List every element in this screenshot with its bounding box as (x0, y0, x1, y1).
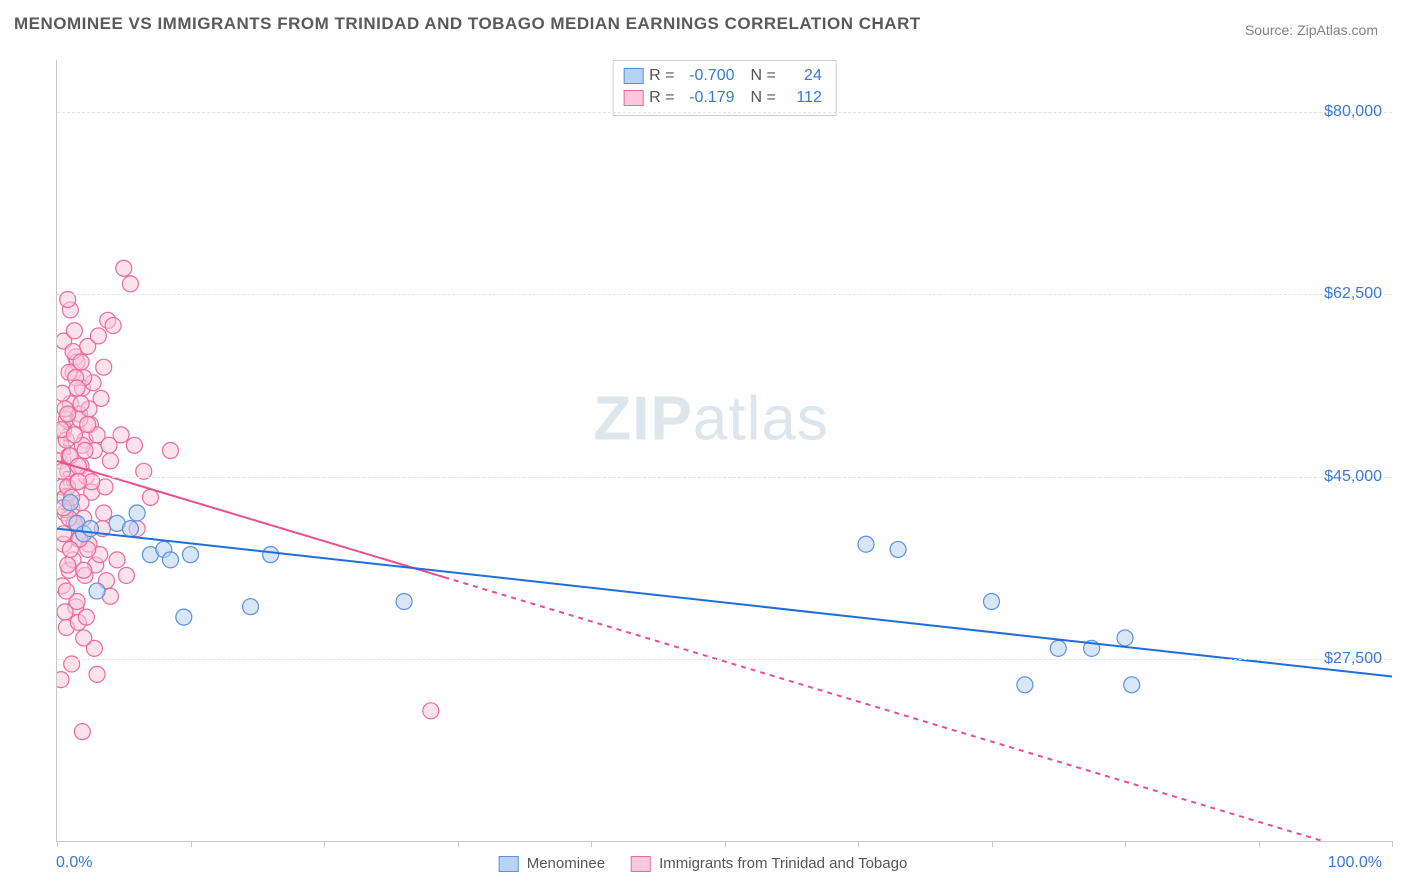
swatch-series1 (623, 68, 643, 84)
r-value-1: -0.700 (681, 65, 735, 87)
x-axis-min-label: 0.0% (56, 854, 92, 872)
x-axis-max-label: 100.0% (1328, 854, 1382, 872)
legend-label-series2: Immigrants from Trinidad and Tobago (659, 855, 907, 872)
source-link[interactable]: ZipAtlas.com (1297, 22, 1378, 38)
plot-area: ZIPatlas R = -0.700 N = 24 R = -0.179 N … (56, 60, 1392, 842)
y-tick-label: $62,500 (1324, 285, 1382, 303)
gridline (57, 294, 1392, 295)
x-tick (858, 841, 859, 847)
x-tick (57, 841, 58, 847)
y-tick-label: $80,000 (1324, 103, 1382, 121)
scatter-svg (57, 60, 1392, 841)
gridline (57, 477, 1392, 478)
x-tick (324, 841, 325, 847)
n-label-2: N = (751, 87, 776, 109)
gridline (57, 112, 1392, 113)
x-tick (1259, 841, 1260, 847)
r-label-2: R = (649, 87, 674, 109)
legend-swatch-series2 (631, 856, 651, 872)
source-attribution: Source: ZipAtlas.com (1245, 22, 1378, 38)
legend-item-series2: Immigrants from Trinidad and Tobago (631, 855, 907, 872)
legend-label-series1: Menominee (527, 855, 605, 872)
x-tick (191, 841, 192, 847)
stats-row-series2: R = -0.179 N = 112 (623, 87, 822, 109)
y-tick-label: $27,500 (1324, 650, 1382, 668)
x-tick (725, 841, 726, 847)
chart-title: MENOMINEE VS IMMIGRANTS FROM TRINIDAD AN… (14, 14, 921, 34)
n-value-2: 112 (782, 87, 822, 109)
watermark: ZIPatlas (593, 384, 828, 455)
r-label-1: R = (649, 65, 674, 87)
gridline (57, 659, 1392, 660)
legend-swatch-series1 (499, 856, 519, 872)
n-label-1: N = (751, 65, 776, 87)
watermark-zip: ZIP (593, 385, 692, 454)
watermark-atlas: atlas (693, 385, 829, 454)
x-tick (591, 841, 592, 847)
r-value-2: -0.179 (681, 87, 735, 109)
stats-row-series1: R = -0.700 N = 24 (623, 65, 822, 87)
x-tick (1392, 841, 1393, 847)
n-value-1: 24 (782, 65, 822, 87)
legend-item-series1: Menominee (499, 855, 605, 872)
y-tick-label: $45,000 (1324, 468, 1382, 486)
x-tick (458, 841, 459, 847)
x-tick (1125, 841, 1126, 847)
source-prefix: Source: (1245, 22, 1297, 38)
x-tick (992, 841, 993, 847)
swatch-series2 (623, 90, 643, 106)
bottom-legend: Menominee Immigrants from Trinidad and T… (499, 855, 908, 872)
stats-legend-box: R = -0.700 N = 24 R = -0.179 N = 112 (612, 60, 837, 116)
chart-container: Median Earnings ZIPatlas R = -0.700 N = … (14, 48, 1392, 878)
